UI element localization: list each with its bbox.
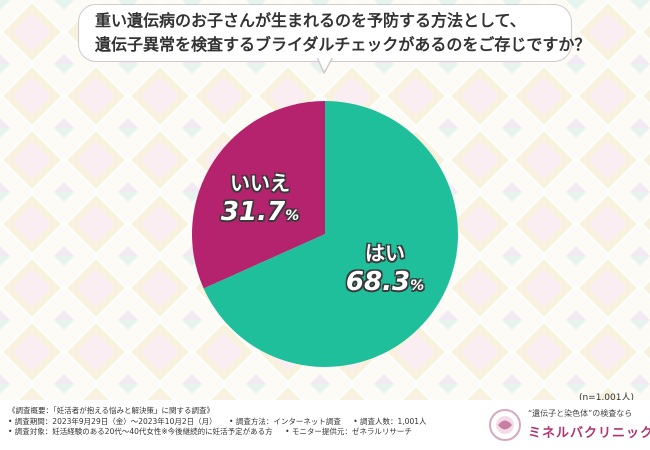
- note-count: • 調査人数：1,001人: [353, 416, 427, 426]
- label-yes-category: はい: [365, 241, 405, 265]
- bubble-tail: [316, 56, 334, 74]
- pie-chart: [191, 101, 458, 367]
- pie-slice-yes: [203, 101, 458, 367]
- label-no-value: 31.7%: [220, 197, 300, 227]
- label-no-category: いいえ: [230, 171, 290, 195]
- note-period: • 調査期間：2023年9月29日（金）〜2023年10月2日（月）: [8, 416, 217, 426]
- clinic-logo: “遺伝子と染色体”の検査なら ミネルバクリニック: [488, 406, 650, 446]
- question-bubble: 重い遺伝病のお子さんが生まれるのを予防する方法として、 遺伝子異常を検査するブラ…: [78, 4, 591, 62]
- note-method: • 調査方法：インターネット調査: [229, 416, 341, 426]
- label-no: いいえ 31.7%: [210, 170, 310, 232]
- footer: 《調査概要：「妊活者が抱える悩みと解決策」に関する調査》 • 調査期間：2023…: [0, 400, 650, 450]
- label-yes-value: 68.3%: [345, 267, 425, 297]
- survey-notes: 《調査概要：「妊活者が抱える悩みと解決策」に関する調査》 • 調査期間：2023…: [8, 406, 437, 438]
- note-summary: 《調査概要：「妊活者が抱える悩みと解決策」に関する調査》: [8, 406, 215, 415]
- logo-name: ミネルバクリニック: [528, 426, 650, 441]
- question-line-1: 重い遺伝病のお子さんが生まれるのを予防する方法として、: [95, 11, 526, 30]
- note-row-2: • 調査期間：2023年9月29日（金）〜2023年10月2日（月） • 調査方…: [8, 417, 437, 428]
- clinic-logo-icon: [489, 409, 521, 441]
- note-provider: • モニター提供元：ゼネラルリサーチ: [285, 427, 412, 436]
- sample-size: (n=1,001人): [578, 393, 634, 403]
- question-line-2: 遺伝子異常を検査するブライダルチェックがあるのをご存じですか？: [95, 35, 591, 54]
- note-target: • 調査対象：妊活経験のある20代〜40代女性※今後継続的に妊活予定がある方: [8, 427, 273, 436]
- label-yes: はい 68.3%: [340, 240, 430, 302]
- pie-slice-no: [191, 101, 325, 289]
- logo-tagline: “遺伝子と染色体”の検査なら: [528, 409, 633, 418]
- note-row-3: • 調査対象：妊活経験のある20代〜40代女性※今後継続的に妊活予定がある方 •…: [8, 427, 437, 438]
